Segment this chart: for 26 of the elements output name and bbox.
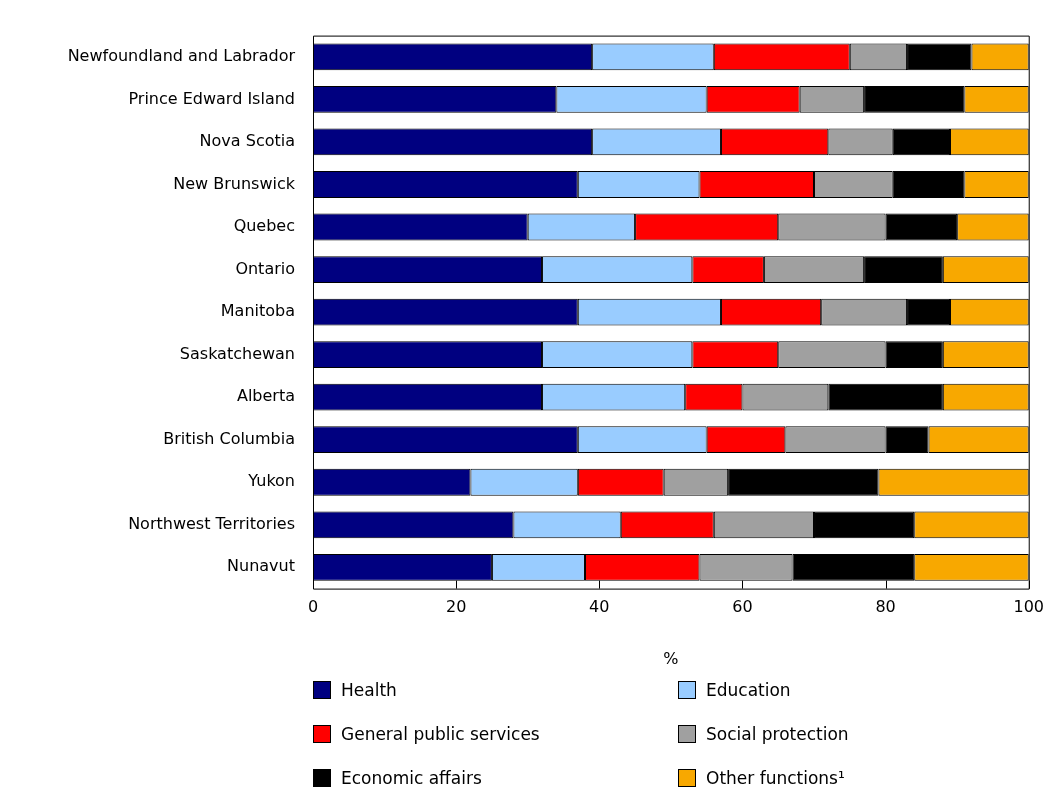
legend-label: Economic affairs [341, 768, 482, 788]
x-tick-label: 20 [445, 597, 467, 617]
y-tick-label: Alberta [236, 386, 295, 406]
legend-label: Health [341, 680, 397, 700]
y-tick-label: Prince Edward Island [128, 88, 295, 108]
y-tick-label: New Brunswick [173, 173, 296, 193]
y-tick-label: Nunavut [227, 556, 295, 576]
y-tick-label: British Columbia [163, 428, 295, 448]
y-tick-label: Newfoundland and Labrador [67, 46, 296, 66]
legend-label: Other functions¹ [706, 768, 845, 788]
y-tick-label: Saskatchewan [179, 343, 295, 363]
x-tick-label: 0 [307, 597, 319, 617]
x-axis-title: % [663, 648, 679, 668]
legend-label: Education [706, 680, 791, 700]
y-tick-label: Yukon [247, 471, 295, 491]
x-tick-label: 100 [1013, 597, 1044, 617]
y-tick-label: Nova Scotia [199, 131, 295, 151]
y-tick-label: Manitoba [220, 301, 295, 321]
y-tick-label: Northwest Territories [128, 513, 295, 533]
x-tick-label: 40 [589, 597, 610, 617]
legend-label: General public services [341, 724, 540, 744]
y-tick-label: Quebec [233, 216, 295, 236]
y-tick-label: Ontario [235, 258, 295, 278]
x-tick-label: 60 [732, 597, 753, 617]
legend-label: Social protection [706, 724, 849, 744]
x-tick-label: 80 [875, 597, 896, 617]
